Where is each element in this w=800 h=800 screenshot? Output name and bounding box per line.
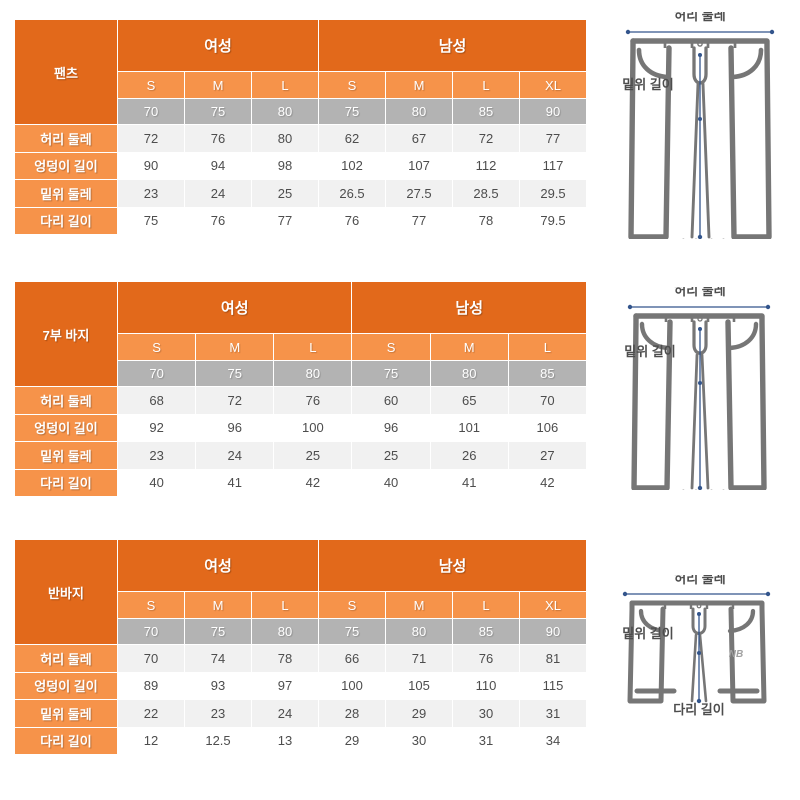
svg-text:다리 길이: 다리 길이 — [674, 238, 725, 239]
svg-text:허리 둘레: 허리 둘레 — [674, 287, 725, 298]
svg-text:허리 둘레: 허리 둘레 — [674, 575, 725, 586]
svg-text:밑위 길이: 밑위 길이 — [622, 626, 673, 641]
svg-text:허리 둘레: 허리 둘레 — [674, 12, 725, 23]
svg-text:밑위 길이: 밑위 길이 — [622, 77, 673, 92]
svg-text:NB: NB — [728, 649, 742, 660]
svg-text:밑위 길이: 밑위 길이 — [624, 344, 675, 359]
svg-text:다리 길이: 다리 길이 — [673, 702, 724, 717]
svg-text:다리 길이: 다리 길이 — [674, 489, 725, 490]
